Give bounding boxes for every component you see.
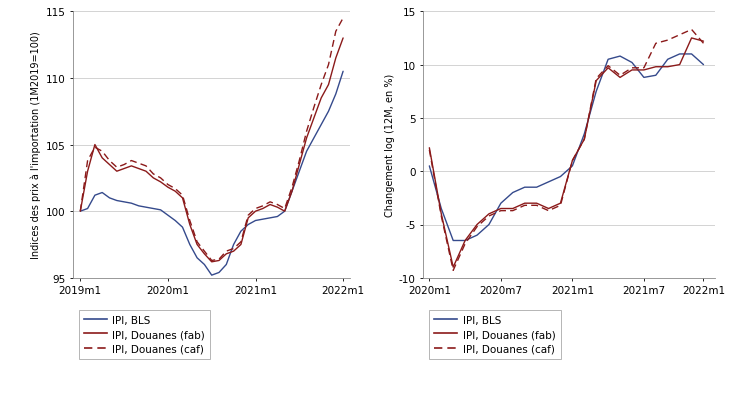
Y-axis label: Changement log (12M, en %): Changement log (12M, en %) [385,74,395,217]
Legend: IPI, BLS, IPI, Douanes (fab), IPI, Douanes (caf): IPI, BLS, IPI, Douanes (fab), IPI, Douan… [429,310,561,359]
Y-axis label: Indices des prix à l'importation (1M2019=100): Indices des prix à l'importation (1M2019… [31,31,42,259]
Legend: IPI, BLS, IPI, Douanes (fab), IPI, Douanes (caf): IPI, BLS, IPI, Douanes (fab), IPI, Douan… [79,310,210,359]
